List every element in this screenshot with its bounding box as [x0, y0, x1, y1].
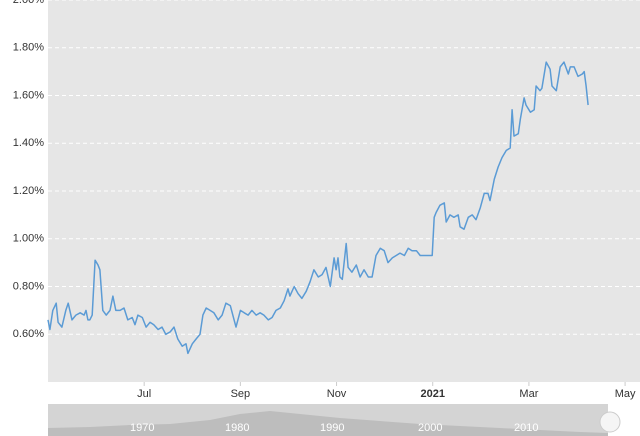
navigator-label: 2010 [514, 422, 538, 434]
navigator-label: 1980 [225, 422, 249, 434]
navigator-handle[interactable] [599, 411, 621, 433]
y-tick-label: 0.80% [13, 280, 44, 292]
y-tick-label: 1.20% [13, 185, 44, 197]
y-tick-label: 1.60% [13, 89, 44, 101]
y-tick-label: 0.60% [13, 328, 44, 340]
y-tick-label: 1.00% [13, 233, 44, 245]
x-tick-label: 2021 [420, 388, 444, 400]
x-tick-label: May [615, 388, 636, 400]
x-tick-label: Mar [519, 388, 538, 400]
navigator-area [48, 411, 608, 436]
x-tick-label: Sep [231, 388, 251, 400]
x-tick-label: Nov [327, 388, 347, 400]
navigator-label: 2000 [418, 422, 442, 434]
navigator-label: 1990 [320, 422, 344, 434]
navigator[interactable] [48, 404, 621, 436]
navigator-label: 1970 [130, 422, 154, 434]
y-tick-label: 1.40% [13, 137, 44, 149]
x-tick-label: Jul [137, 388, 151, 400]
y-tick-label: 1.80% [13, 42, 44, 54]
line-series [47, 61, 589, 355]
y-tick-label: 2.00% [13, 0, 44, 6]
